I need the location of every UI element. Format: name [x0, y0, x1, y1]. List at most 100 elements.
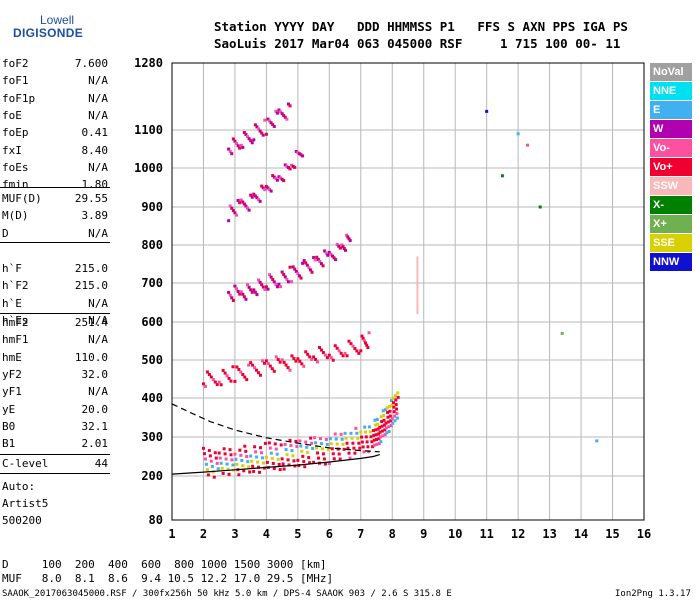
echo-point: [286, 102, 290, 106]
echo-point: [275, 178, 279, 182]
echo-point: [325, 443, 329, 447]
echo-point: [365, 343, 369, 347]
echo-point: [316, 451, 320, 455]
echo-point: [230, 458, 234, 462]
echo-point: [251, 363, 255, 367]
echo-point: [303, 465, 307, 469]
echo-point: [341, 442, 345, 446]
echo-point: [299, 276, 303, 280]
echo-point: [375, 417, 379, 421]
echo-point: [384, 408, 388, 412]
legend-item-nnw: NNW: [650, 253, 692, 271]
echo-point: [236, 289, 240, 293]
y-tick-label: 80: [149, 513, 163, 527]
echo-point: [359, 430, 363, 434]
echo-point: [257, 278, 261, 282]
echo-point: [274, 109, 278, 113]
echo-point: [327, 353, 331, 357]
param-name: foF2: [2, 57, 29, 70]
echo-point: [294, 150, 298, 153]
echo-point: [205, 468, 209, 472]
echo-point: [367, 331, 371, 335]
artist-label: Artist5: [2, 497, 49, 510]
panel-separator: [0, 242, 110, 243]
echo-point: [349, 431, 353, 435]
echo-point: [355, 431, 359, 435]
echo-point: [215, 383, 219, 387]
echo-point: [334, 258, 338, 262]
echo-point: [343, 248, 347, 252]
echo-point: [353, 451, 357, 455]
param-yf1: yF1 N/A: [2, 385, 108, 400]
echo-point: [332, 457, 336, 461]
x-tick-label: 10: [448, 527, 462, 541]
echo-point: [226, 467, 230, 471]
echo-point: [364, 430, 368, 434]
echo-point: [333, 432, 337, 436]
echo-point: [337, 244, 341, 248]
echo-point: [255, 196, 259, 200]
param-name: fxI: [2, 143, 22, 157]
echo-point: [268, 119, 272, 123]
echo-point: [323, 462, 327, 466]
echo-point: [233, 379, 237, 383]
echo-point: [258, 470, 262, 474]
echo-point: [207, 449, 211, 453]
echo-point: [237, 367, 241, 371]
echo-point: [286, 166, 290, 170]
echo-point: [385, 406, 389, 410]
echo-point: [364, 435, 368, 439]
echo-point: [292, 357, 296, 361]
echo-point: [377, 442, 381, 446]
echo-point: [361, 336, 365, 340]
echo-point: [335, 442, 339, 446]
x-tick-label: 3: [231, 527, 238, 541]
echo-point: [241, 464, 245, 468]
echo-point: [304, 261, 308, 265]
echo-point: [283, 115, 287, 119]
echo-point: [280, 112, 284, 116]
echo-point: [255, 368, 259, 372]
echo-point: [271, 277, 275, 281]
param-hf: h`F 215.0: [2, 262, 108, 277]
param-clevel: C-level 44: [2, 457, 108, 472]
echo-point: [230, 152, 234, 156]
echo-point: [560, 331, 564, 335]
echo-point: [282, 467, 286, 471]
echo-point: [245, 378, 249, 382]
echo-point: [246, 135, 250, 139]
echo-point: [326, 448, 330, 452]
footer-info: SAAOK_2017063045000.RSF / 300fx256h 50 k…: [2, 589, 452, 599]
echo-point: [293, 165, 297, 169]
echo-point: [286, 280, 290, 284]
echo-point: [258, 129, 262, 133]
echo-point: [282, 179, 286, 183]
echo-point: [265, 460, 269, 464]
echo-point: [227, 376, 231, 380]
echo-point: [346, 235, 350, 239]
echo-point: [296, 151, 300, 155]
param-value: N/A: [88, 313, 108, 327]
param-fof1: foF1 N/A: [2, 74, 108, 89]
echo-point: [313, 258, 317, 262]
echo-point: [227, 147, 231, 151]
echo-point: [253, 290, 257, 294]
echo-point: [388, 409, 392, 413]
echo-point: [228, 204, 232, 208]
echo-point: [249, 193, 253, 197]
legend-item-e: E: [650, 101, 692, 119]
echo-point: [264, 285, 268, 289]
echo-point: [296, 458, 300, 462]
echo-point: [272, 369, 276, 373]
echo-point: [221, 471, 225, 475]
echo-point: [310, 441, 314, 445]
logo-digisonde: DIGISONDE: [13, 26, 84, 40]
legend-item-sse: SSE: [650, 234, 692, 252]
echo-point: [294, 359, 298, 363]
echo-point: [250, 290, 254, 294]
legend-item-ssw: SSW: [650, 177, 692, 195]
y-tick-label: 700: [141, 276, 163, 290]
param-name: B1: [2, 437, 16, 451]
echo-point: [391, 396, 395, 400]
echo-point: [238, 201, 242, 205]
